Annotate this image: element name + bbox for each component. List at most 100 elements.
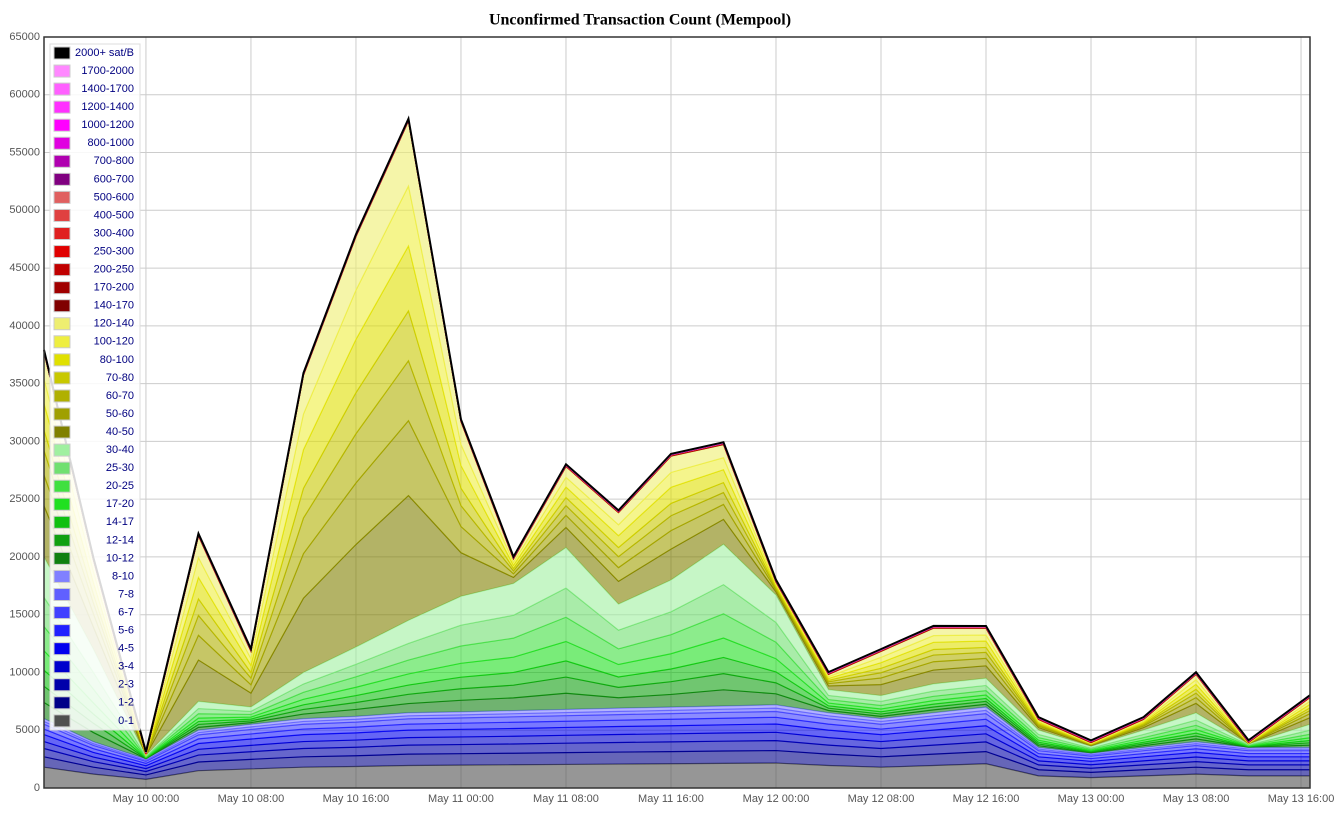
legend: 2000+ sat/B 1700-2000 1400-1700 1200-1400 10…	[49, 43, 141, 731]
legend-swatch	[53, 227, 71, 240]
area	[44, 657, 1310, 759]
y-tick-label: 30000	[9, 435, 40, 447]
legend-label: 60-70	[106, 390, 134, 402]
legend-label: 12-14	[106, 534, 134, 546]
x-tick-label: May 11 16:00	[638, 793, 704, 805]
legend-swatch	[53, 606, 71, 620]
legend-swatch	[53, 136, 71, 150]
legend-swatch	[53, 660, 71, 674]
area	[44, 121, 1310, 755]
legend-label: 2-3	[118, 679, 134, 691]
legend-label: 50-60	[106, 408, 134, 420]
legend-label: 600-700	[94, 173, 134, 185]
legend-label: 8-10	[112, 570, 134, 582]
area-edge	[43, 543, 1311, 757]
area	[44, 495, 1310, 756]
x-tick-label: May 12 16:00	[953, 793, 1020, 805]
legend-swatch	[53, 154, 71, 168]
x-tick-label: May 13 00:00	[1058, 793, 1125, 805]
y-tick-label: 60000	[9, 89, 40, 101]
legend-label: 6-7	[118, 606, 134, 618]
legend-label: 140-170	[94, 300, 134, 312]
legend-label: 30-40	[106, 444, 134, 456]
legend-label: 17-20	[106, 498, 134, 510]
legend-swatch	[53, 497, 71, 511]
legend-label: 70-80	[106, 372, 134, 384]
area-edge	[43, 723, 1310, 767]
x-tick-label: May 10 16:00	[323, 793, 390, 805]
legend-label: 500-600	[94, 191, 134, 203]
legend-swatch	[53, 425, 71, 439]
legend-label: 25-30	[106, 462, 134, 474]
legend-label: 100-120	[94, 336, 134, 348]
area	[44, 638, 1310, 758]
area	[44, 708, 1310, 762]
legend-label: 3-4	[118, 661, 134, 673]
area	[44, 740, 1310, 775]
legend-label: 250-300	[94, 245, 134, 257]
area	[44, 420, 1310, 756]
legend-swatch	[53, 389, 71, 403]
legend-label: 400-500	[94, 209, 134, 221]
y-tick-label: 65000	[9, 31, 40, 43]
area	[44, 689, 1310, 759]
legend-label: 170-200	[94, 282, 134, 294]
legend-label: 800-1000	[88, 137, 135, 149]
legend-swatch	[53, 678, 71, 692]
legend-swatch	[53, 479, 71, 493]
legend-swatch	[53, 407, 71, 421]
x-tick-label: May 11 00:00	[428, 793, 494, 805]
legend-swatch	[53, 588, 71, 601]
legend-swatch	[53, 515, 71, 529]
legend-swatch	[53, 317, 71, 331]
legend-label: 10-12	[106, 552, 134, 564]
legend-label: 1400-1700	[81, 83, 134, 95]
legend-label: 1200-1400	[81, 101, 134, 113]
y-tick-label: 10000	[9, 666, 40, 678]
legend-swatch	[53, 642, 71, 656]
legend-swatch	[53, 714, 71, 728]
legend-swatch	[53, 335, 71, 349]
y-tick-label: 15000	[9, 609, 40, 621]
area	[44, 310, 1310, 755]
area	[44, 711, 1310, 764]
x-tick-label: May 13 16:00	[1268, 793, 1335, 805]
x-tick-label: May 10 00:00	[113, 793, 180, 805]
legend-label: 4-5	[118, 643, 134, 655]
y-tick-label: 35000	[9, 378, 40, 390]
legend-label: 120-140	[94, 318, 134, 330]
y-tick-label: 40000	[9, 320, 40, 332]
plot-border	[43, 36, 1311, 789]
area	[44, 360, 1310, 756]
legend-swatch	[53, 118, 71, 132]
y-tick-label: 45000	[9, 262, 40, 274]
area	[44, 584, 1310, 758]
legend-swatch	[53, 443, 71, 457]
legend-swatch	[53, 696, 71, 710]
x-tick-label: May 10 08:00	[218, 793, 285, 805]
legend-label: 300-400	[94, 227, 134, 239]
legend-label: 7-8	[118, 588, 134, 600]
legend-label: 40-50	[106, 426, 134, 438]
y-tick-label: 50000	[9, 204, 40, 216]
y-tick-label: 20000	[9, 551, 40, 563]
legend-label: 20-25	[106, 480, 134, 492]
legend-swatch	[53, 353, 71, 367]
legend-swatch	[53, 569, 71, 583]
legend-label: 200-250	[94, 264, 134, 276]
legend-swatch	[53, 281, 71, 295]
legend-label: 5-6	[118, 625, 134, 637]
legend-swatch	[53, 533, 71, 547]
legend-label: 0-1	[118, 715, 134, 727]
legend-swatch	[53, 208, 71, 222]
legend-swatch	[53, 100, 71, 114]
y-tick-label: 0	[34, 782, 40, 794]
area	[44, 613, 1310, 758]
legend-label: 1000-1200	[81, 119, 134, 131]
x-tick-label: May 12 00:00	[743, 793, 810, 805]
legend-label: 1-2	[118, 697, 134, 709]
legend-swatch	[53, 172, 71, 186]
legend-label: 80-100	[100, 354, 134, 366]
area-edge	[43, 716, 1310, 765]
